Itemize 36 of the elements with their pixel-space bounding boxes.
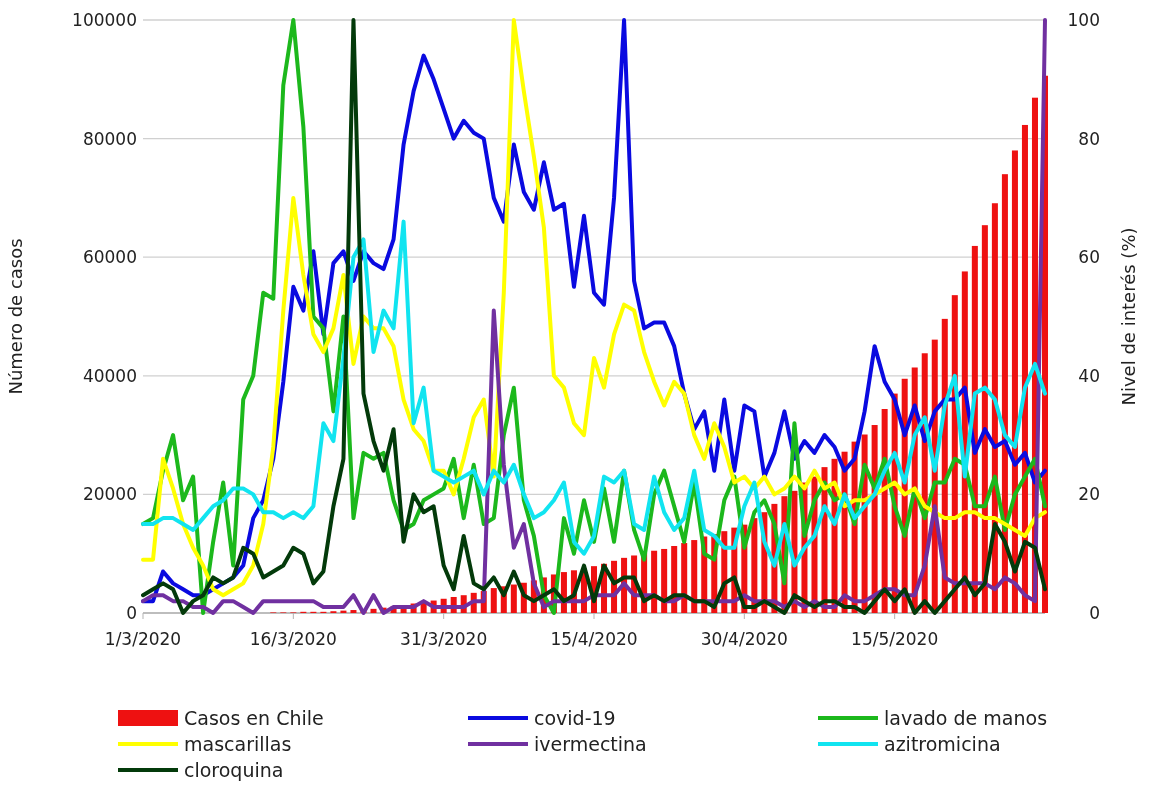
- x-tick-label: 1/3/2020: [104, 629, 182, 649]
- legend-label: cloroquina: [184, 759, 284, 781]
- bar: [661, 548, 668, 613]
- x-tick-label: 31/3/2020: [400, 629, 488, 649]
- y2-tick-label: 0: [1089, 603, 1100, 623]
- legend-label: ivermectina: [534, 733, 647, 755]
- bar: [510, 584, 517, 613]
- x-tick-label: 16/3/2020: [249, 629, 337, 649]
- bar: [370, 608, 377, 613]
- y2-tick-label: 100: [1067, 10, 1100, 30]
- legend-label: lavado de manos: [884, 707, 1048, 729]
- y-tick-label: 40000: [82, 365, 137, 386]
- y-axis-title: Número de casos: [5, 238, 26, 395]
- y2-tick-label: 60: [1078, 247, 1100, 268]
- y-tick-label: 80000: [82, 128, 137, 149]
- y2-tick-label: 40: [1078, 365, 1100, 386]
- y2-tick-label: 20: [1078, 484, 1100, 505]
- bar: [350, 610, 357, 613]
- y2-axis-title: Nivel de interés (%): [1118, 227, 1139, 406]
- legend-label: mascarillas: [184, 733, 292, 755]
- y-tick-label: 100000: [72, 10, 137, 30]
- x-tick-label: 15/4/2020: [550, 629, 638, 649]
- y2-tick-label: 80: [1078, 128, 1100, 149]
- legend-label: azitromicina: [884, 733, 1001, 755]
- bar: [691, 540, 698, 613]
- x-tick-label: 15/5/2020: [851, 629, 939, 649]
- bar: [490, 588, 497, 613]
- y-tick-label: 60000: [82, 247, 137, 268]
- legend-label: Casos en Chile: [184, 707, 324, 729]
- y-tick-label: 0: [126, 603, 137, 623]
- legend-label: covid-19: [534, 707, 616, 729]
- line-series: [141, 219, 1047, 568]
- y-tick-label: 20000: [82, 484, 137, 505]
- bar: [681, 543, 688, 613]
- bar: [651, 550, 658, 613]
- x-tick-label: 30/4/2020: [700, 629, 788, 649]
